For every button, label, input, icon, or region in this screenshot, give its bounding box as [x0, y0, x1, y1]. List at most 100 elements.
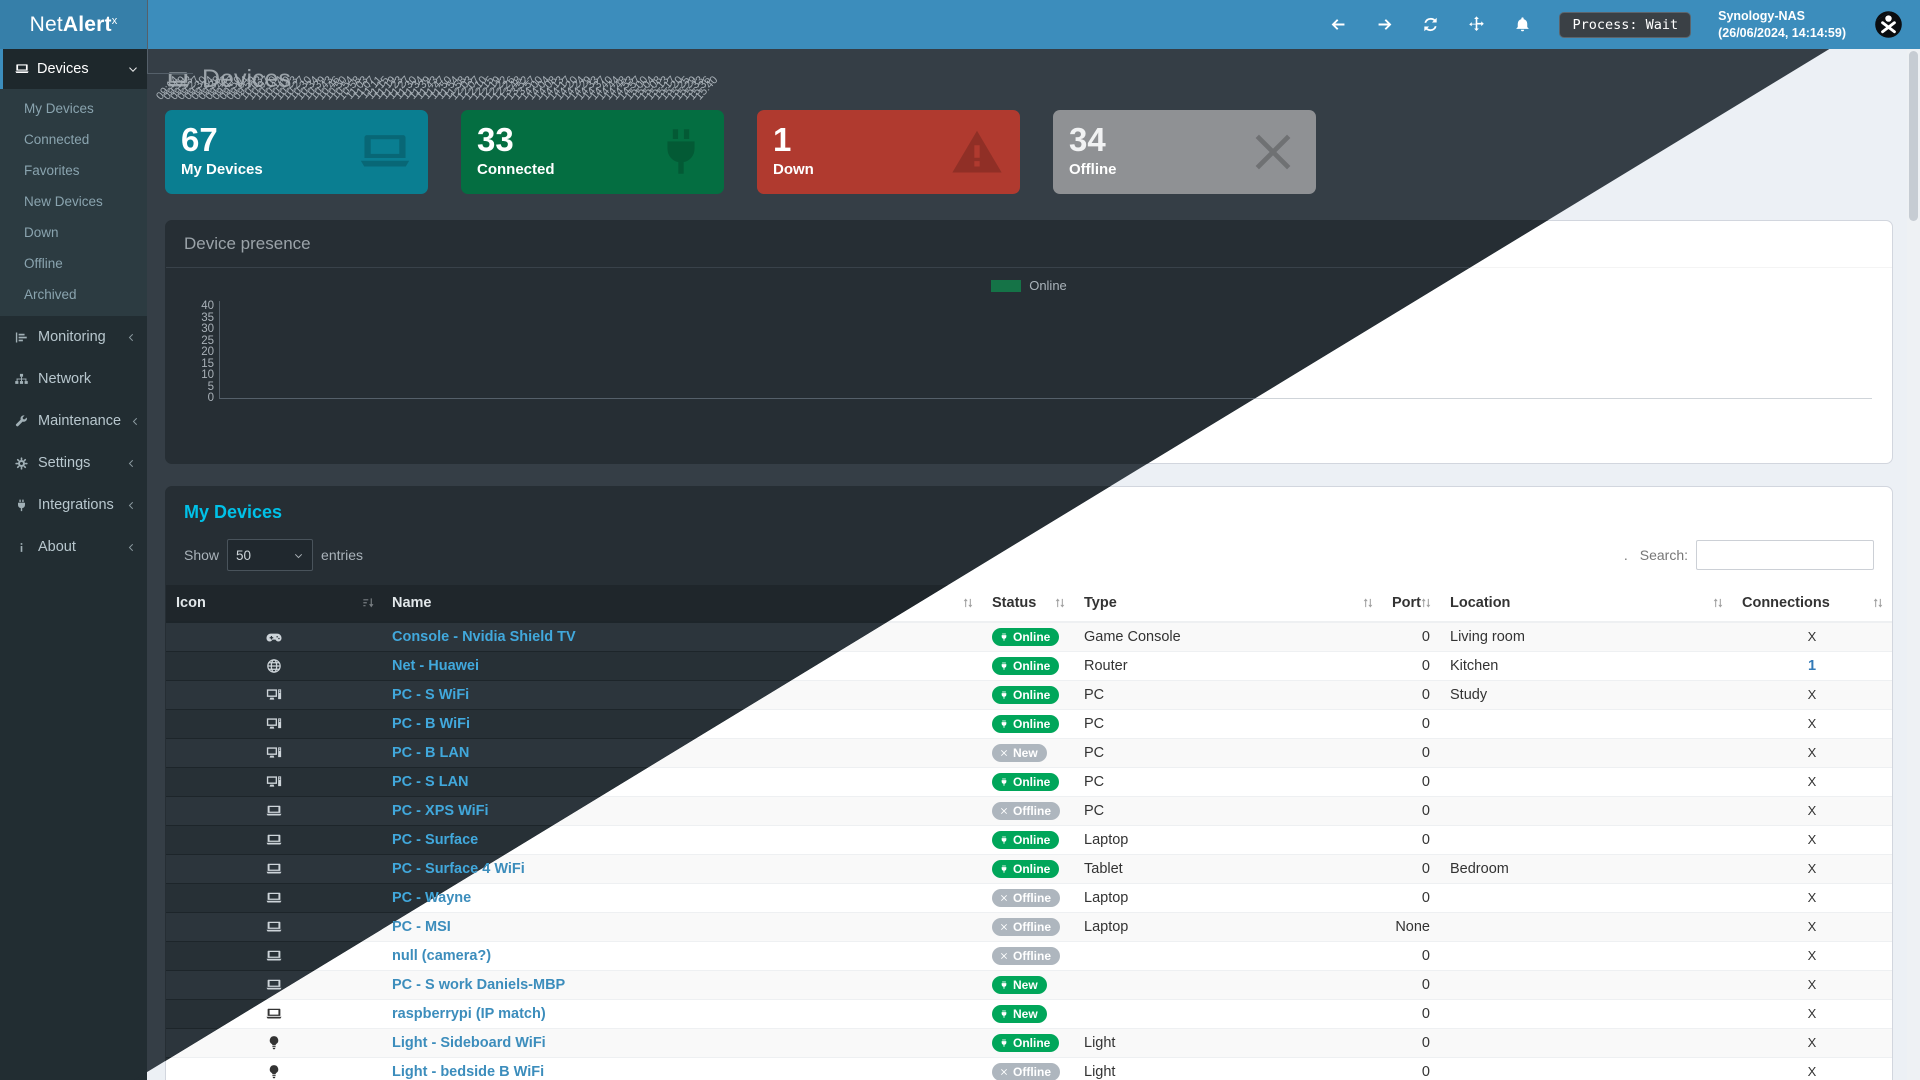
sort-amount-icon[interactable] — [361, 596, 375, 610]
column-header-port[interactable]: Port — [1382, 585, 1440, 623]
status-badge: Offline — [992, 918, 1060, 936]
device-port-cell: 0 — [1382, 1057, 1440, 1080]
status-badge: New — [992, 976, 1047, 994]
no-connections-mark: X — [1807, 774, 1817, 789]
refresh-icon[interactable] — [1421, 15, 1440, 34]
column-header-status[interactable]: Status — [982, 585, 1074, 623]
device-type-cell — [1074, 999, 1382, 1029]
column-header-icon[interactable]: Icon — [166, 585, 382, 623]
sidebar-item-devices[interactable]: Devices — [0, 49, 147, 89]
sidebar-item-integrations[interactable]: Integrations — [0, 484, 147, 526]
chevron-down-icon — [127, 63, 139, 75]
device-name-link[interactable]: Net - Huawei — [392, 658, 480, 674]
device-location-cell — [1440, 970, 1732, 1000]
chevron-left-icon — [126, 500, 137, 511]
sidebar-item-settings[interactable]: Settings — [0, 442, 147, 484]
device-name-link[interactable]: Console - Nvidia Shield TV — [392, 629, 576, 645]
device-name-link[interactable]: PC - B WiFi — [392, 716, 471, 732]
device-name-link[interactable]: PC - Surface — [392, 832, 479, 848]
sort-icon[interactable] — [1711, 596, 1725, 610]
search-input[interactable] — [1696, 540, 1874, 570]
sidebar-subitem-new-devices[interactable]: New Devices — [24, 194, 103, 209]
device-name-link[interactable]: PC - S LAN — [392, 774, 469, 790]
device-name-link[interactable]: PC - MSI — [392, 919, 451, 935]
card-value: 34 — [1069, 121, 1106, 158]
sort-icon[interactable] — [1361, 596, 1375, 610]
laptop-icon — [265, 889, 283, 907]
y-tick-label: 0 — [207, 392, 214, 404]
no-connections-mark: X — [1807, 977, 1817, 992]
device-port-cell: 0 — [1382, 999, 1440, 1029]
notifications-bell-icon[interactable] — [1513, 15, 1532, 34]
device-name-link[interactable]: Light - Sideboard WiFi — [392, 1035, 546, 1051]
device-location-cell — [1440, 1057, 1732, 1080]
sidebar-item-label: Monitoring — [38, 329, 106, 345]
sidebar: Devices My Devices Connected Favorites N… — [0, 49, 147, 1080]
no-connections-mark: X — [1807, 948, 1817, 963]
device-icon-cell — [166, 738, 382, 768]
y-tick-label: 20 — [201, 346, 214, 358]
scrollbar-thumb[interactable] — [1909, 51, 1918, 221]
sidebar-subitem-archived[interactable]: Archived — [24, 287, 77, 302]
device-name-link[interactable]: null (camera?) — [392, 948, 492, 964]
device-port-cell: 0 — [1382, 767, 1440, 797]
move-icon[interactable] — [1467, 15, 1486, 34]
sidebar-item-about[interactable]: About — [0, 526, 147, 568]
device-name-link[interactable]: Light - bedside B WiFi — [392, 1064, 545, 1080]
device-port-cell: 0 — [1382, 970, 1440, 1000]
sidebar-item-network[interactable]: Network — [0, 358, 147, 400]
device-type-cell: PC — [1074, 709, 1382, 739]
card-my-devices[interactable]: 67 My Devices — [165, 110, 428, 194]
device-row: raspberrypi (IP match) New 0 X — [166, 999, 1892, 1029]
process-status-badge[interactable]: Process: Wait — [1559, 11, 1692, 38]
column-header-type[interactable]: Type — [1074, 585, 1382, 623]
back-arrow-icon[interactable] — [1329, 15, 1348, 34]
sidebar-subitem-my-devices[interactable]: My Devices — [24, 101, 94, 116]
column-header-connections[interactable]: Connections — [1732, 585, 1892, 623]
no-connections-mark: X — [1807, 1064, 1817, 1079]
plug-icon — [999, 719, 1009, 729]
sidebar-item-monitoring[interactable]: Monitoring — [0, 316, 147, 358]
connections-count-link[interactable]: 1 — [1807, 658, 1817, 674]
sidebar-item-maintenance[interactable]: Maintenance — [0, 400, 147, 442]
x-icon — [999, 951, 1009, 961]
column-header-name[interactable]: Name — [382, 585, 982, 623]
device-name-link[interactable]: raspberrypi (IP match) — [392, 1006, 546, 1022]
chart-legend[interactable]: Online — [186, 278, 1872, 293]
device-icon-cell — [166, 912, 382, 942]
no-connections-mark: X — [1807, 832, 1817, 847]
status-badge: Online — [992, 1034, 1060, 1052]
device-name-link[interactable]: PC - B LAN — [392, 745, 470, 761]
column-header-location[interactable]: Location — [1440, 585, 1732, 623]
sidebar-subitem-connected[interactable]: Connected — [24, 132, 90, 147]
sidebar-subitem-down[interactable]: Down — [24, 225, 59, 240]
card-connected[interactable]: 33 Connected — [461, 110, 724, 194]
sort-icon[interactable] — [1053, 596, 1067, 610]
laptop-icon — [265, 947, 283, 965]
page-length-select[interactable]: 50 — [227, 539, 314, 571]
no-connections-mark: X — [1807, 919, 1817, 934]
vertical-scrollbar[interactable] — [1907, 49, 1920, 1080]
device-icon-cell — [166, 651, 382, 681]
device-port-cell: 0 — [1382, 854, 1440, 884]
sidebar-subitem-favorites[interactable]: Favorites — [24, 163, 80, 178]
sort-icon[interactable] — [1871, 596, 1885, 610]
card-offline[interactable]: 34 Offline — [1053, 110, 1316, 194]
device-type-cell: Laptop — [1074, 825, 1382, 855]
forward-arrow-icon[interactable] — [1375, 15, 1394, 34]
device-name-link[interactable]: PC - S WiFi — [392, 687, 470, 703]
sort-icon[interactable] — [961, 596, 975, 610]
sidebar-subitem-offline[interactable]: Offline — [24, 256, 63, 271]
card-down[interactable]: 1 Down — [757, 110, 1020, 194]
device-name-link[interactable]: PC - XPS WiFi — [392, 803, 489, 819]
summary-cards: 67 My Devices 33 Connected 1 Down 34 Off… — [165, 110, 1893, 194]
device-name-link[interactable]: PC - S work Daniels-MBP — [392, 977, 566, 993]
y-tick-label: 5 — [207, 380, 214, 393]
logo-sup: x — [111, 14, 118, 27]
no-connections-mark: X — [1807, 716, 1817, 731]
sort-icon[interactable] — [1419, 596, 1433, 610]
